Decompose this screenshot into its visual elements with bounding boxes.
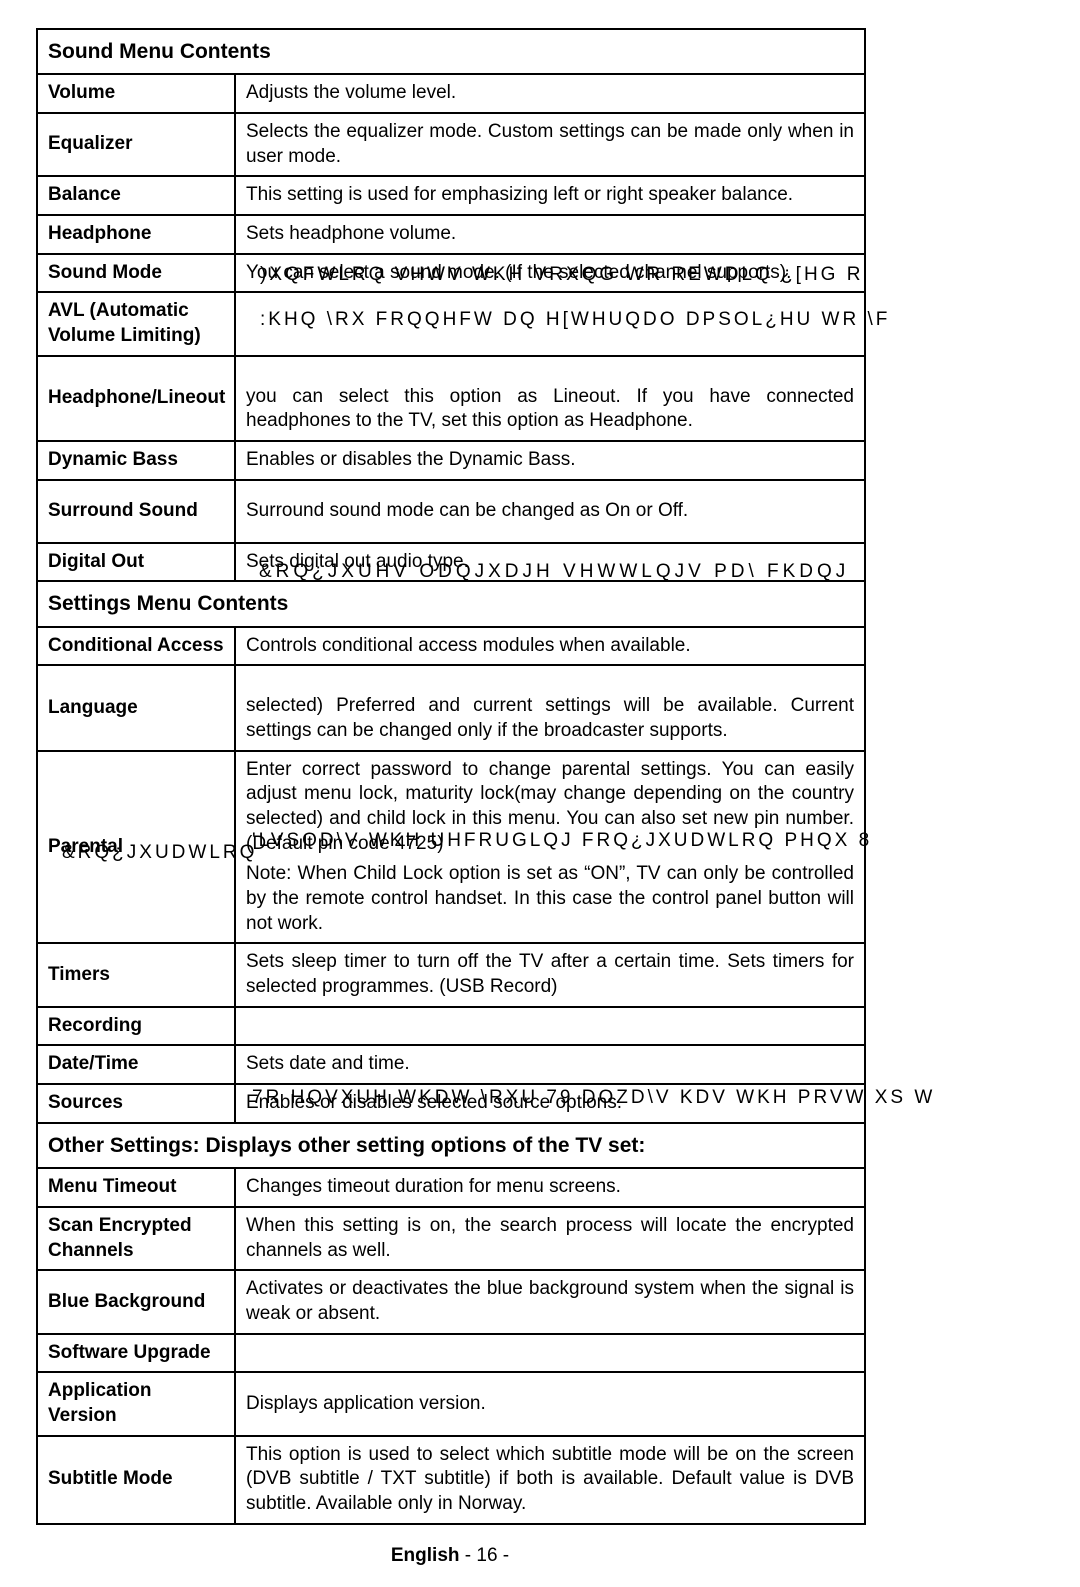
row-label: Sound Mode xyxy=(37,254,235,293)
row-label: Scan Encrypted Channels xyxy=(37,1207,235,1270)
garbled-text: :KHQ \RX FRQQHFW DQ H[WHUQDO DPSOL¿HU WR… xyxy=(260,309,890,331)
page-footer: English - 16 - xyxy=(36,1545,864,1567)
table-row: Language selected) Preferred and current… xyxy=(37,665,865,750)
row-desc: This option is used to select which subt… xyxy=(235,1436,865,1524)
table-row: Scan Encrypted Channels When this settin… xyxy=(37,1207,865,1270)
row-label: Timers xyxy=(37,943,235,1006)
footer-page-number: - 16 - xyxy=(460,1545,510,1566)
table-row: Headphone Sets headphone volume. xyxy=(37,215,865,254)
table-row: Equalizer Selects the equalizer mode. Cu… xyxy=(37,113,865,176)
row-desc xyxy=(235,1007,865,1046)
section-title: Settings Menu Contents xyxy=(37,581,865,626)
row-desc: This setting is used for emphasizing lef… xyxy=(235,176,865,215)
menu-contents-table: Sound Menu Contents Volume Adjusts the v… xyxy=(36,28,866,1525)
row-desc: Displays application version. xyxy=(235,1372,865,1435)
row-label: Sources xyxy=(37,1084,235,1123)
row-label: Balance xyxy=(37,176,235,215)
row-desc: Surround sound mode can be changed as On… xyxy=(235,480,865,543)
row-label: Headphone/Lineout xyxy=(37,356,235,441)
footer-language: English xyxy=(391,1545,460,1566)
spacer xyxy=(246,672,854,694)
row-label: Conditional Access xyxy=(37,627,235,666)
row-desc: you can select this option as Lineout. I… xyxy=(235,356,865,441)
table-row: Blue Background Activates or deactivates… xyxy=(37,1270,865,1333)
row-label: Surround Sound xyxy=(37,480,235,543)
row-label: Menu Timeout xyxy=(37,1168,235,1207)
table-row: Conditional Access Controls conditional … xyxy=(37,627,865,666)
table-section-header: Settings Menu Contents xyxy=(37,581,865,626)
row-desc: Sets sleep timer to turn off the TV afte… xyxy=(235,943,865,1006)
row-label: Volume xyxy=(37,74,235,113)
garbled-text: 'LVSOD\V WKH UHFRUGLQJ FRQ¿JXUDWLRQ PHQX… xyxy=(252,830,872,852)
row-label: Digital Out xyxy=(37,543,235,582)
row-label: AVL (Automatic Volume Limiting) xyxy=(37,292,235,355)
section-title: Other Settings: Displays other setting o… xyxy=(37,1123,865,1168)
garbled-text: )XQFWLRQ VHWV WKH VRXQG WR REWDLQ ¿[HG R xyxy=(260,264,863,286)
row-desc-text: you can select this option as Lineout. I… xyxy=(246,386,854,432)
row-desc: When this setting is on, the search proc… xyxy=(235,1207,865,1270)
row-label: Language xyxy=(37,665,235,750)
table-row: Application Version Displays application… xyxy=(37,1372,865,1435)
table-row: Menu Timeout Changes timeout duration fo… xyxy=(37,1168,865,1207)
spacer xyxy=(246,363,854,385)
table-row: Surround Sound Surround sound mode can b… xyxy=(37,480,865,543)
garbled-text: &RQ¿JXUHV ODQJXDJH VHWWLQJV PD\ FKDQJ xyxy=(259,561,849,583)
table-row: Software Upgrade xyxy=(37,1334,865,1373)
table-row: Dynamic Bass Enables or disables the Dyn… xyxy=(37,441,865,480)
row-desc xyxy=(235,1334,865,1373)
row-desc: Changes timeout duration for menu screen… xyxy=(235,1168,865,1207)
garbled-text: &RQ¿JXUDWLRQ xyxy=(62,842,257,864)
row-label: Subtitle Mode xyxy=(37,1436,235,1524)
row-label: Recording xyxy=(37,1007,235,1046)
table-row: Headphone/Lineout you can select this op… xyxy=(37,356,865,441)
row-label: Blue Background xyxy=(37,1270,235,1333)
manual-page: Sound Menu Contents Volume Adjusts the v… xyxy=(0,0,1080,1587)
table-row: Balance This setting is used for emphasi… xyxy=(37,176,865,215)
table-row: Volume Adjusts the volume level. xyxy=(37,74,865,113)
row-label: Dynamic Bass xyxy=(37,441,235,480)
row-desc: selected) Preferred and current settings… xyxy=(235,665,865,750)
table-row: Recording xyxy=(37,1007,865,1046)
table-row: Date/Time Sets date and time. xyxy=(37,1045,865,1084)
row-label: Software Upgrade xyxy=(37,1334,235,1373)
table-section-header: Other Settings: Displays other setting o… xyxy=(37,1123,865,1168)
row-desc: Sets headphone volume. xyxy=(235,215,865,254)
row-label: Date/Time xyxy=(37,1045,235,1084)
row-desc-text: selected) Preferred and current settings… xyxy=(246,695,854,741)
row-desc: Adjusts the volume level. xyxy=(235,74,865,113)
row-desc: Selects the equalizer mode. Custom setti… xyxy=(235,113,865,176)
row-label: Application Version xyxy=(37,1372,235,1435)
table-row: Subtitle Mode This option is used to sel… xyxy=(37,1436,865,1524)
section-title: Sound Menu Contents xyxy=(37,29,865,74)
row-desc: Activates or deactivates the blue backgr… xyxy=(235,1270,865,1333)
row-desc: Controls conditional access modules when… xyxy=(235,627,865,666)
row-label: Headphone xyxy=(37,215,235,254)
garbled-text: 7R HQVXUH WKDW \RXU 79 DOZD\V KDV WKH PR… xyxy=(252,1087,935,1109)
table-row: Timers Sets sleep timer to turn off the … xyxy=(37,943,865,1006)
row-label: Equalizer xyxy=(37,113,235,176)
row-note: Note: When Child Lock option is set as “… xyxy=(246,862,854,936)
row-desc: Sets date and time. xyxy=(235,1045,865,1084)
table-section-header: Sound Menu Contents xyxy=(37,29,865,74)
row-desc: Enables or disables the Dynamic Bass. xyxy=(235,441,865,480)
